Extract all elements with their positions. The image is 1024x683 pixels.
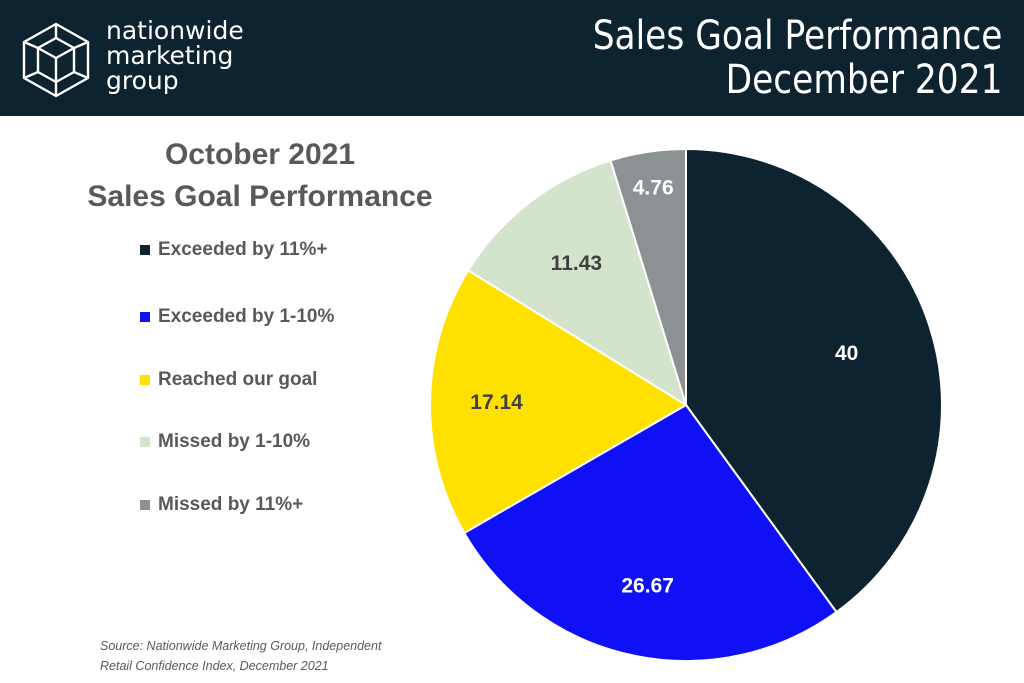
brand-name: nationwide marketing group bbox=[106, 18, 244, 93]
chart-title-line1: October 2021 bbox=[164, 138, 356, 171]
chart-title-line2: Sales Goal Performance bbox=[87, 180, 433, 213]
page-title-line2: December 2021 bbox=[725, 57, 1002, 103]
slice-data-label: 4.76 bbox=[633, 176, 674, 199]
legend-label: Exceeded by 11%+ bbox=[158, 239, 328, 260]
pie-slice bbox=[462, 403, 838, 662]
legend-swatch bbox=[140, 312, 150, 322]
legend-label: Missed by 11%+ bbox=[158, 494, 304, 515]
geometric-cube-icon bbox=[22, 22, 90, 98]
page-title: Sales Goal Performance December 2021 bbox=[592, 14, 1002, 102]
brand-line: marketing bbox=[106, 41, 234, 70]
slice-data-label: 40 bbox=[835, 342, 858, 365]
legend-swatch bbox=[140, 437, 150, 447]
legend-label: Exceeded by 1-10% bbox=[158, 306, 335, 327]
slice-data-label: 11.43 bbox=[551, 252, 602, 275]
legend-swatch bbox=[140, 500, 150, 510]
chart-title: October 2021 Sales Goal Performance bbox=[40, 134, 480, 218]
page-title-line1: Sales Goal Performance bbox=[592, 13, 1002, 59]
legend-swatch bbox=[140, 375, 150, 385]
brand-line: nationwide bbox=[106, 16, 244, 45]
brand-line: group bbox=[106, 66, 179, 95]
pie-slice bbox=[466, 159, 688, 408]
source-line2: Retail Confidence Index, December 2021 bbox=[100, 659, 329, 673]
slice-data-label: 17.14 bbox=[470, 391, 523, 414]
pie-slice bbox=[609, 147, 687, 406]
slice-data-label: 26.67 bbox=[621, 574, 674, 597]
source-note: Source: Nationwide Marketing Group, Inde… bbox=[100, 636, 381, 676]
header-bar: nationwide marketing group Sales Goal Pe… bbox=[0, 0, 1024, 116]
source-line1: Source: Nationwide Marketing Group, Inde… bbox=[100, 639, 382, 653]
legend-label: Reached our goal bbox=[158, 369, 318, 390]
pie-slice bbox=[685, 147, 943, 614]
legend-swatch bbox=[140, 245, 150, 255]
pie-slice bbox=[429, 269, 688, 535]
legend-label: Missed by 1-10% bbox=[158, 431, 311, 452]
